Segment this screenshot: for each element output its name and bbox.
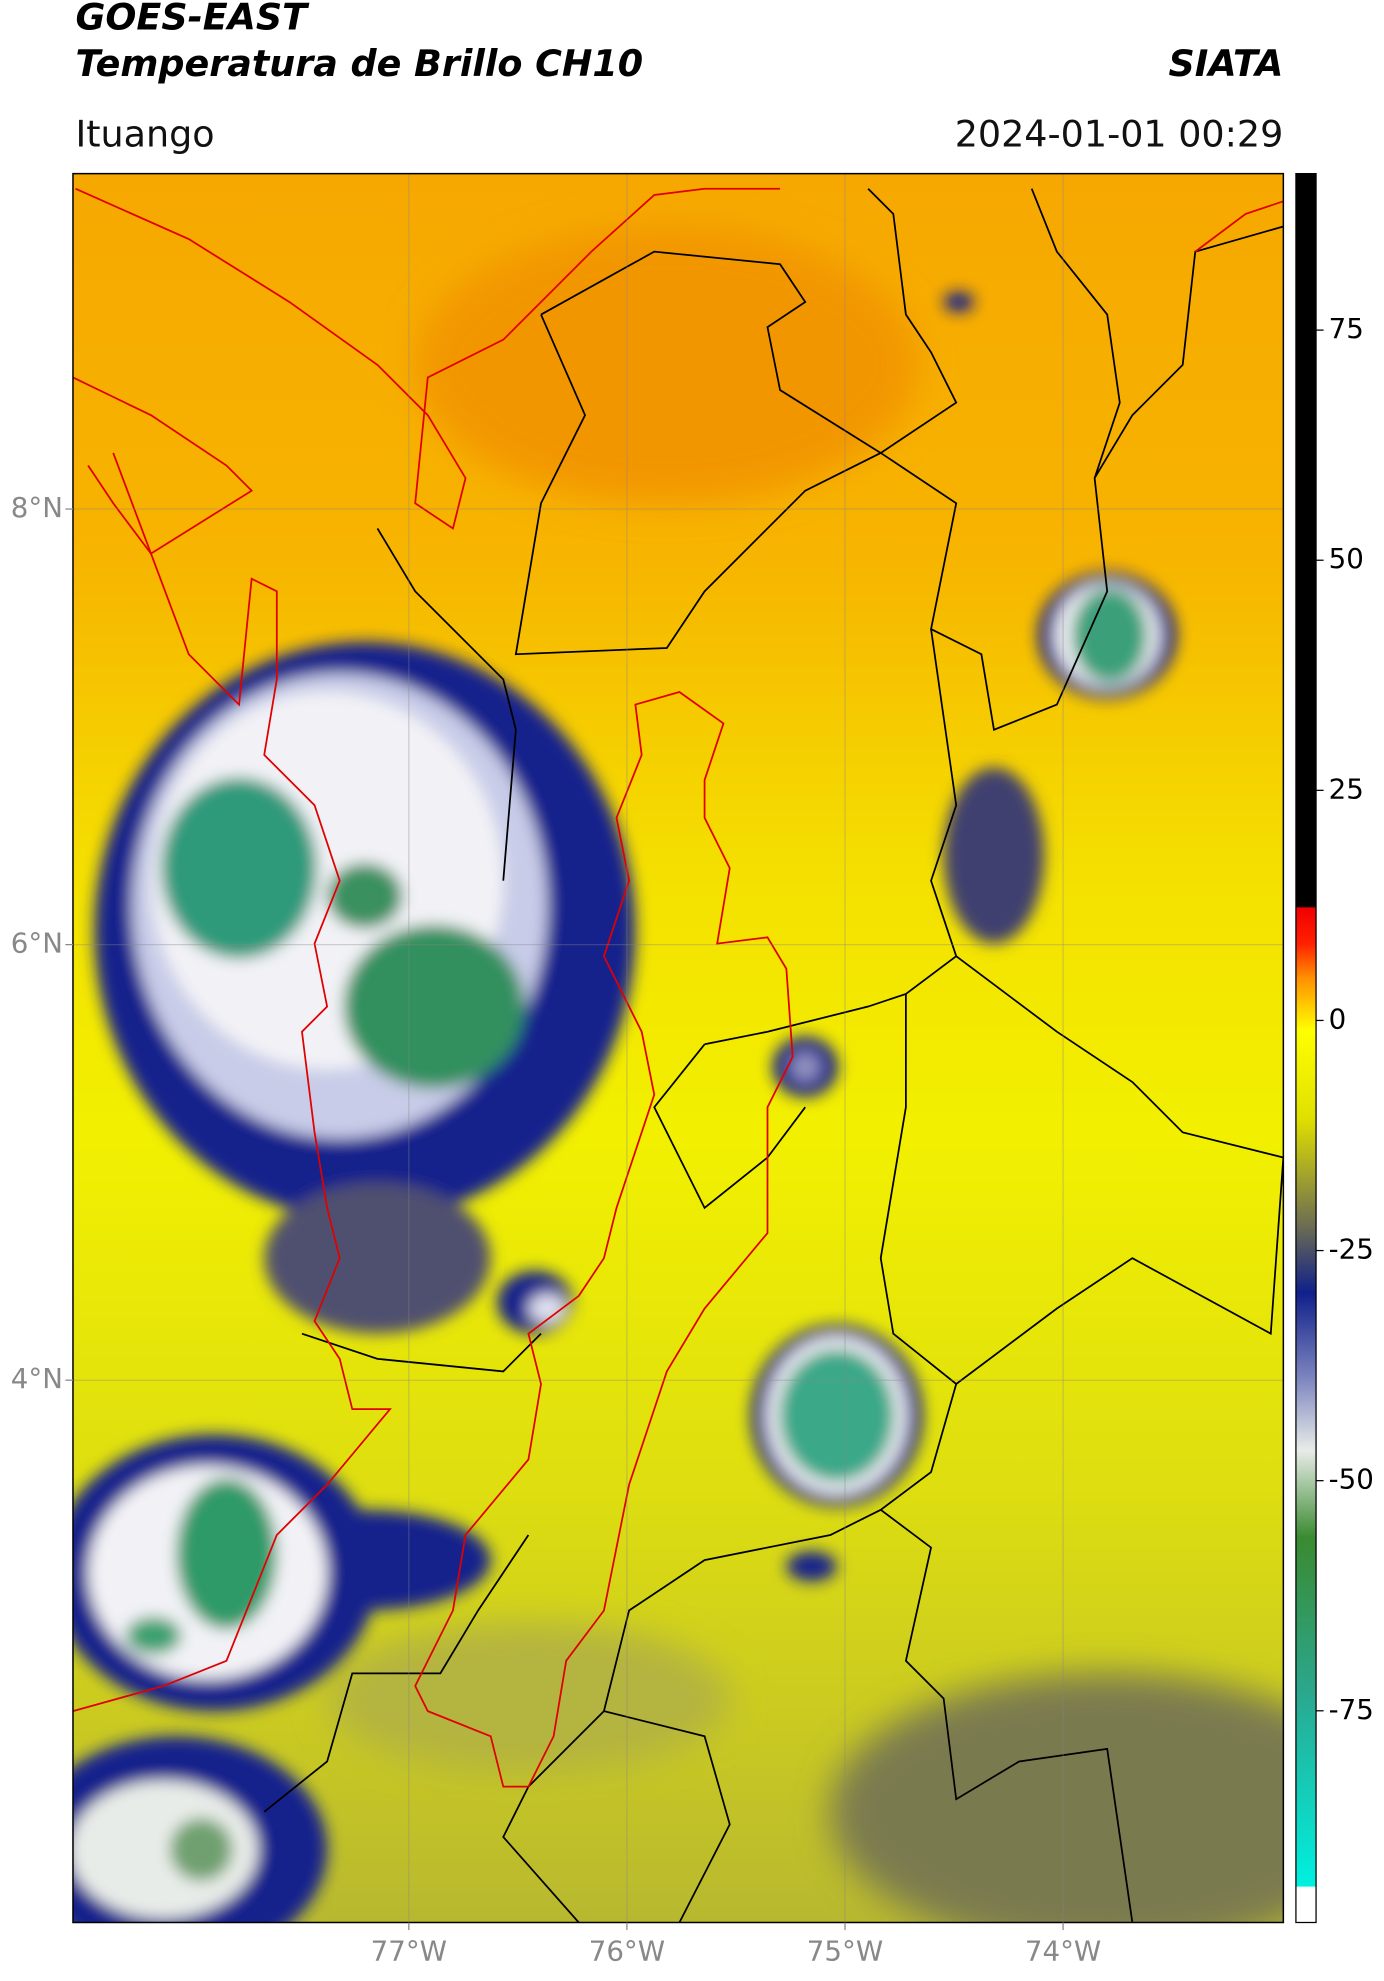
x-tick-label: 76°W xyxy=(589,1935,665,1968)
product-title: Temperatura de Brillo CH10 xyxy=(75,42,643,85)
timestamp: 2024-01-01 00:29 xyxy=(955,112,1284,155)
x-tick-label: 75°W xyxy=(807,1935,883,1968)
satellite-title: GOES-EAST xyxy=(75,0,310,38)
grid xyxy=(72,173,1284,1923)
colorbar xyxy=(1295,172,1317,1924)
colorbar-label: 25 xyxy=(1329,772,1364,805)
colorbar-label: -25 xyxy=(1329,1233,1374,1266)
region: Ituango xyxy=(75,112,214,155)
colorbar-label: 50 xyxy=(1329,542,1364,575)
colorbar-label: -50 xyxy=(1329,1463,1374,1496)
y-tick-label: 6°N xyxy=(11,927,63,960)
x-tick-label: 77°W xyxy=(371,1935,447,1968)
x-tick-label: 74°W xyxy=(1025,1935,1101,1968)
colorbar-label: 75 xyxy=(1329,312,1364,345)
colorbar-label: 0 xyxy=(1329,1002,1347,1035)
map-frame xyxy=(72,172,1285,1924)
agency: SIATA xyxy=(1168,42,1283,85)
map-image xyxy=(72,173,1284,1923)
y-tick-label: 4°N xyxy=(11,1362,63,1395)
y-tick-label: 8°N xyxy=(11,491,63,524)
colorbar-label: -75 xyxy=(1329,1693,1374,1726)
